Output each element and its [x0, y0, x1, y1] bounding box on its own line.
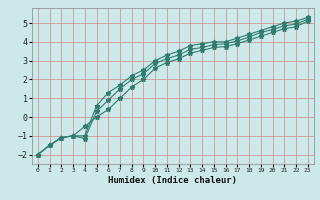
- X-axis label: Humidex (Indice chaleur): Humidex (Indice chaleur): [108, 176, 237, 185]
